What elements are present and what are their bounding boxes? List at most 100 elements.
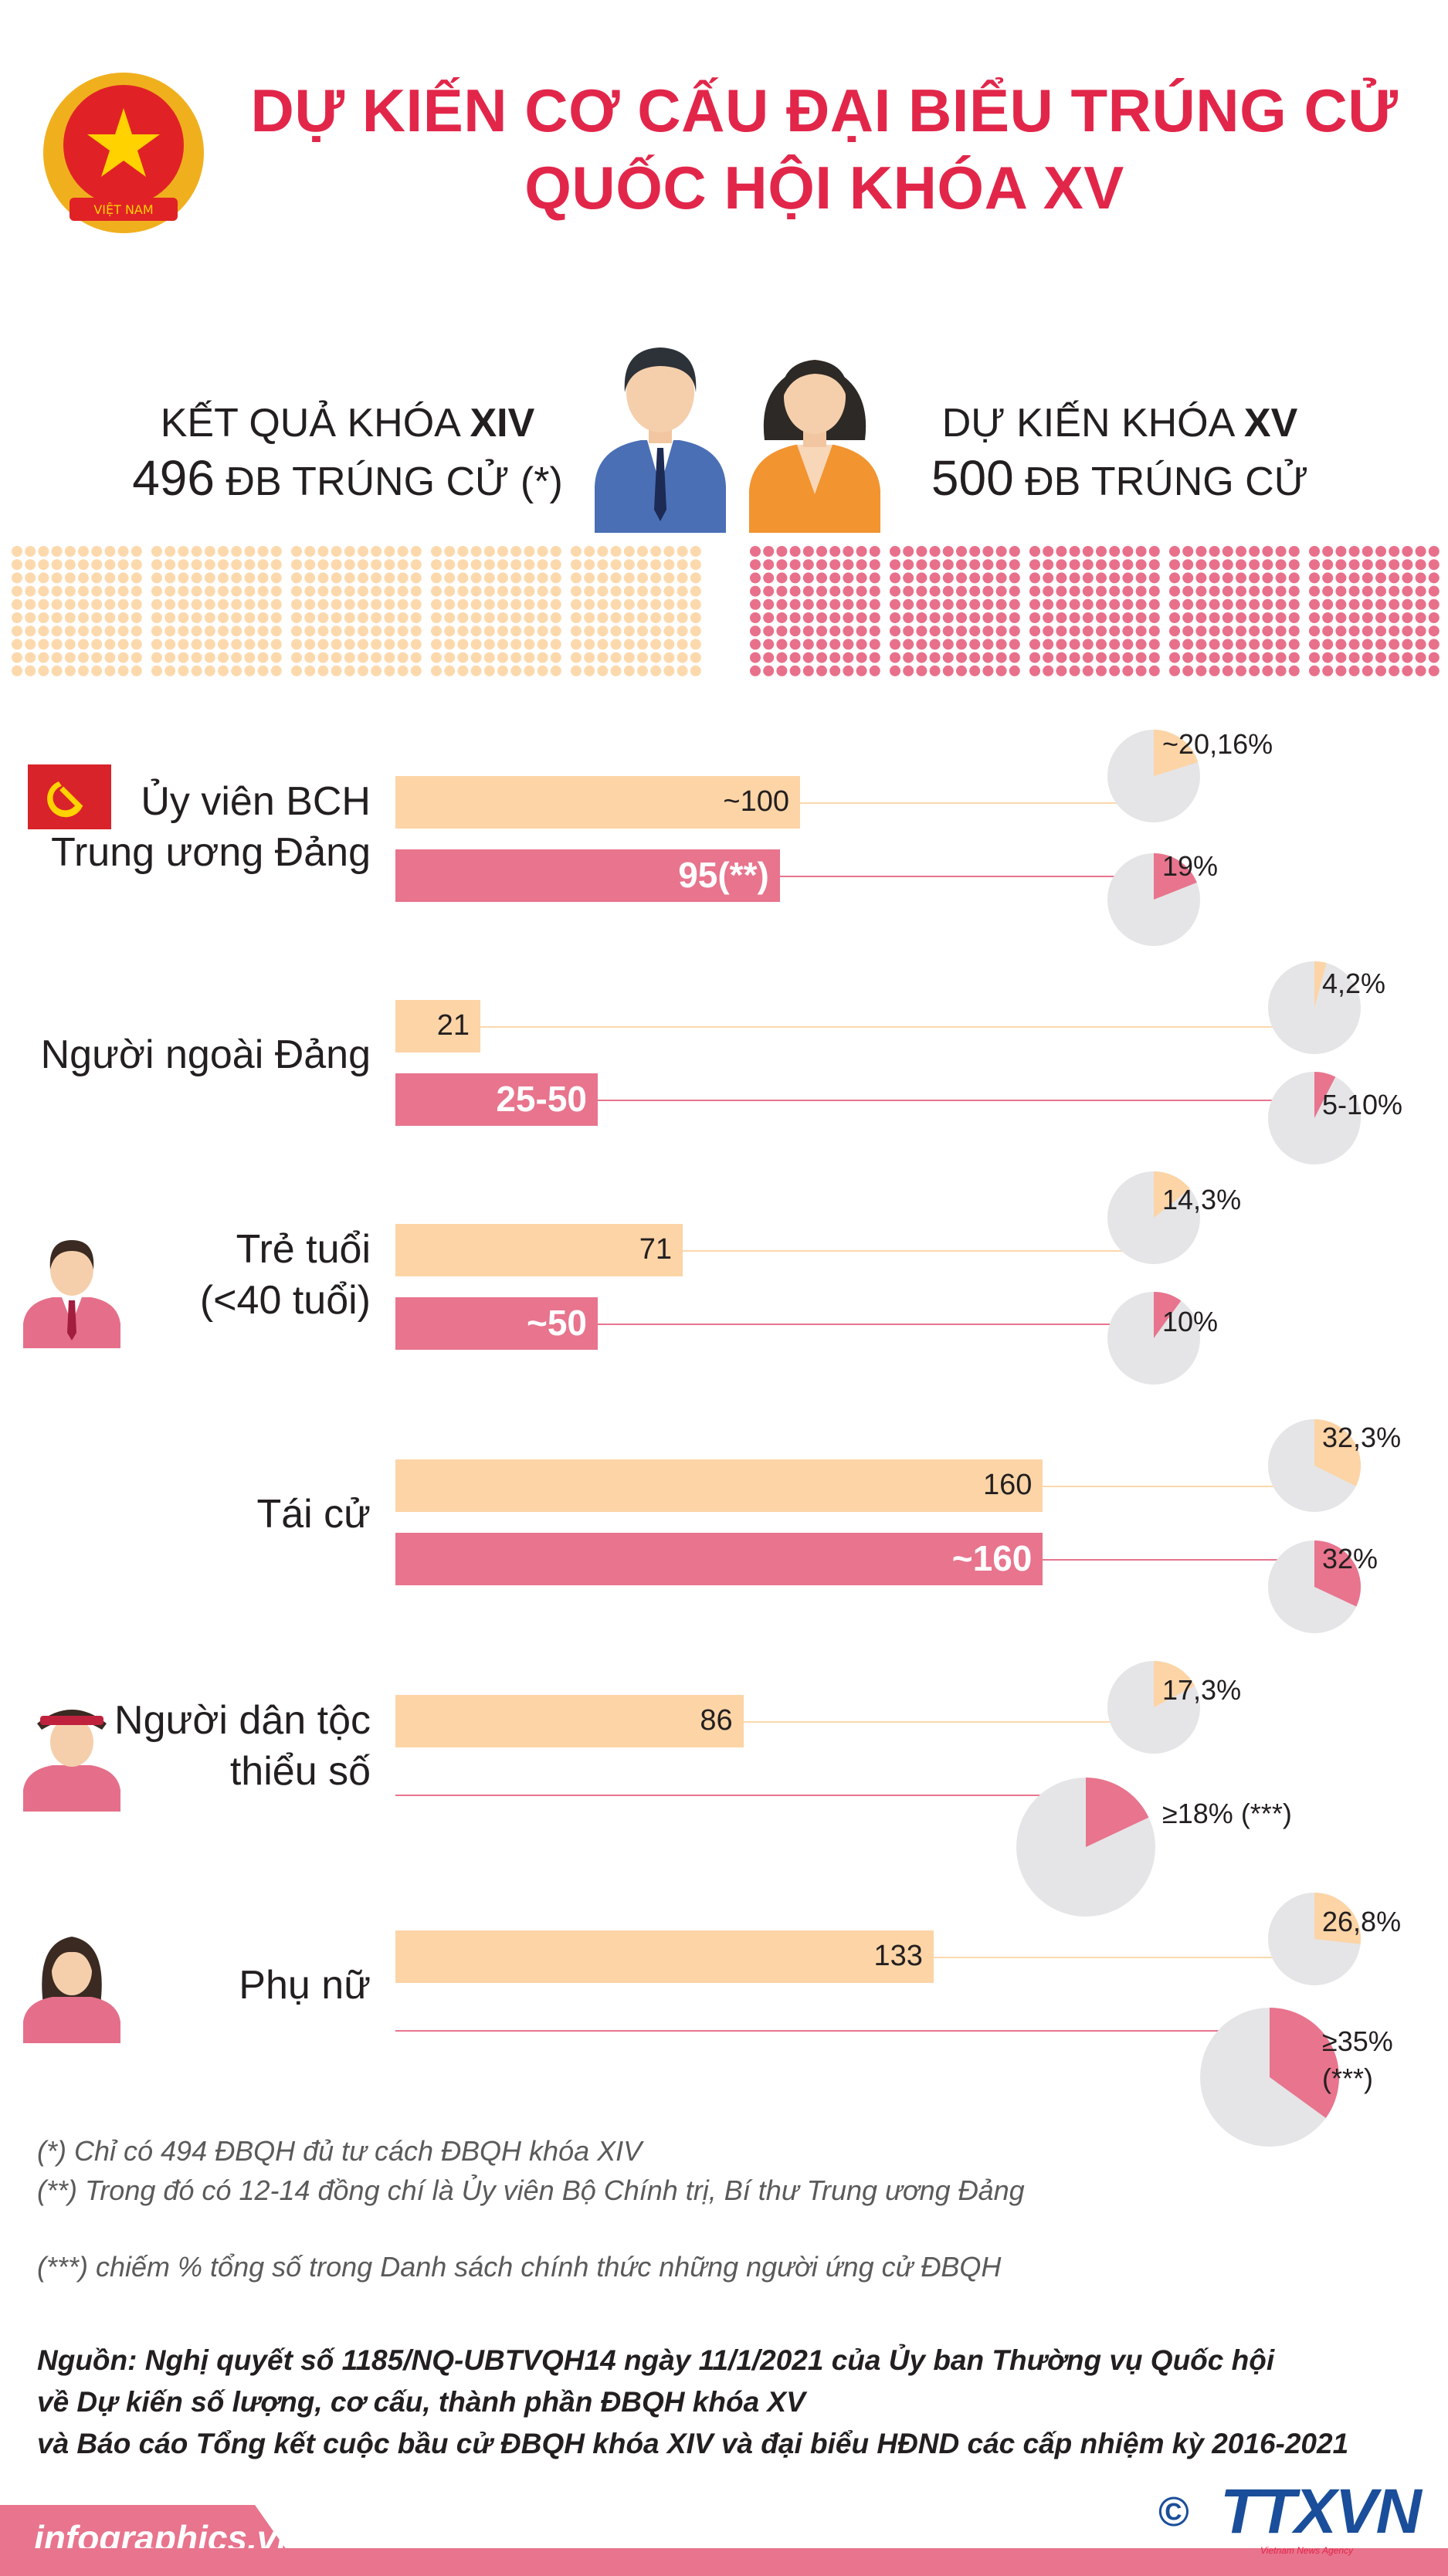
seat-dot <box>763 639 775 650</box>
seat-dot <box>1082 639 1094 650</box>
seat-dot <box>131 546 142 557</box>
seat-dot <box>1209 652 1220 663</box>
seat-dot <box>78 625 89 637</box>
seat-dot <box>204 665 215 676</box>
seat-dot <box>191 598 202 610</box>
seat-dot <box>637 572 648 584</box>
seat-dot <box>397 598 409 610</box>
seat-dot <box>244 572 256 584</box>
seat-dot <box>690 612 701 623</box>
seat-dot <box>571 625 582 637</box>
seat-dot <box>1222 625 1233 637</box>
seat-dot <box>317 598 329 610</box>
seat-dot <box>903 612 914 623</box>
seat-dot <box>444 585 456 597</box>
seat-dot <box>677 585 688 597</box>
seat-dot <box>397 625 409 637</box>
seat-dot <box>304 572 316 584</box>
seat-dot <box>916 585 927 597</box>
seat-dot <box>270 546 282 557</box>
seat-dot <box>789 665 801 676</box>
seat-dot <box>890 652 900 663</box>
seat-dot <box>969 639 981 650</box>
seat-dot <box>178 572 189 584</box>
seat-dot <box>191 652 202 663</box>
seat-dot <box>231 598 242 610</box>
seat-dot <box>151 598 162 610</box>
seat-dot <box>431 612 442 623</box>
seat-dot <box>444 652 456 663</box>
seat-dot <box>117 639 129 650</box>
seat-dot <box>317 612 329 623</box>
seat-dot <box>550 546 561 557</box>
seat-dot <box>776 639 788 650</box>
seat-dot <box>610 639 622 650</box>
seat-dot <box>1335 598 1347 610</box>
bar-xiv <box>395 1695 744 1747</box>
seat-dot <box>1415 665 1426 676</box>
seat-dot <box>64 572 76 584</box>
seat-dot <box>1043 598 1054 610</box>
seat-dot <box>789 598 801 610</box>
seat-dot <box>12 546 22 557</box>
seat-dot <box>151 559 162 571</box>
seat-dot <box>317 639 329 650</box>
seat-dot <box>1009 639 1020 650</box>
connector-line <box>395 1324 1154 1325</box>
seat-dot <box>829 598 841 610</box>
seat-dot <box>25 546 36 557</box>
seat-dot <box>610 598 622 610</box>
seat-dot <box>1043 665 1054 676</box>
seat-dot <box>571 652 582 663</box>
seat-dot <box>358 572 368 584</box>
seat-dot <box>1236 665 1246 676</box>
seat-dot <box>457 639 469 650</box>
seat-dot <box>244 546 256 557</box>
xiv-count-line: 496 ĐB TRÚNG CỬ (*) <box>132 450 563 506</box>
seat-dot <box>384 652 395 663</box>
seat-dot <box>903 585 914 597</box>
seat-dot <box>829 559 841 571</box>
pie-percent-label: 32% <box>1322 1543 1378 1574</box>
seat-dot <box>78 585 89 597</box>
bar-value-label: ~100 <box>723 785 789 818</box>
seat-dot <box>816 598 827 610</box>
bar-value-label: 25-50 <box>496 1079 587 1119</box>
seat-dot <box>344 625 355 637</box>
seat-dot <box>497 652 508 663</box>
seat-dot <box>470 665 482 676</box>
seat-dot <box>1043 572 1054 584</box>
seat-dot <box>903 665 914 676</box>
seat-dot <box>1148 546 1160 557</box>
seat-dot <box>151 639 162 650</box>
seat-dot <box>597 572 609 584</box>
seat-dot <box>117 665 129 676</box>
seat-dot <box>1182 585 1194 597</box>
seat-dot <box>457 665 469 676</box>
bar-value-label: 21 <box>436 1009 470 1042</box>
seat-dot <box>191 612 202 623</box>
seat-dot <box>550 665 561 676</box>
seat-dot <box>244 559 256 571</box>
seat-dot <box>903 546 914 557</box>
seat-dot <box>117 559 129 571</box>
seat-dot <box>1275 546 1287 557</box>
seat-dot <box>1309 559 1320 571</box>
seat-dot <box>1148 625 1160 637</box>
seat-dot <box>1348 546 1360 557</box>
seat-dot <box>1375 639 1386 650</box>
seat-dot <box>843 585 854 597</box>
seat-dot <box>995 612 1007 623</box>
seat-dot <box>1009 546 1020 557</box>
seat-dot <box>550 612 561 623</box>
seat-dot <box>1262 585 1273 597</box>
seat-dot <box>444 625 456 637</box>
seat-dot <box>257 546 269 557</box>
seat-dot <box>131 612 142 623</box>
seat-dot <box>890 572 900 584</box>
seat-dot <box>1009 625 1020 637</box>
bar-value-label: 71 <box>639 1233 673 1266</box>
seat-dot <box>358 559 368 571</box>
seat-dot <box>38 572 49 584</box>
seat-dot <box>1122 585 1134 597</box>
